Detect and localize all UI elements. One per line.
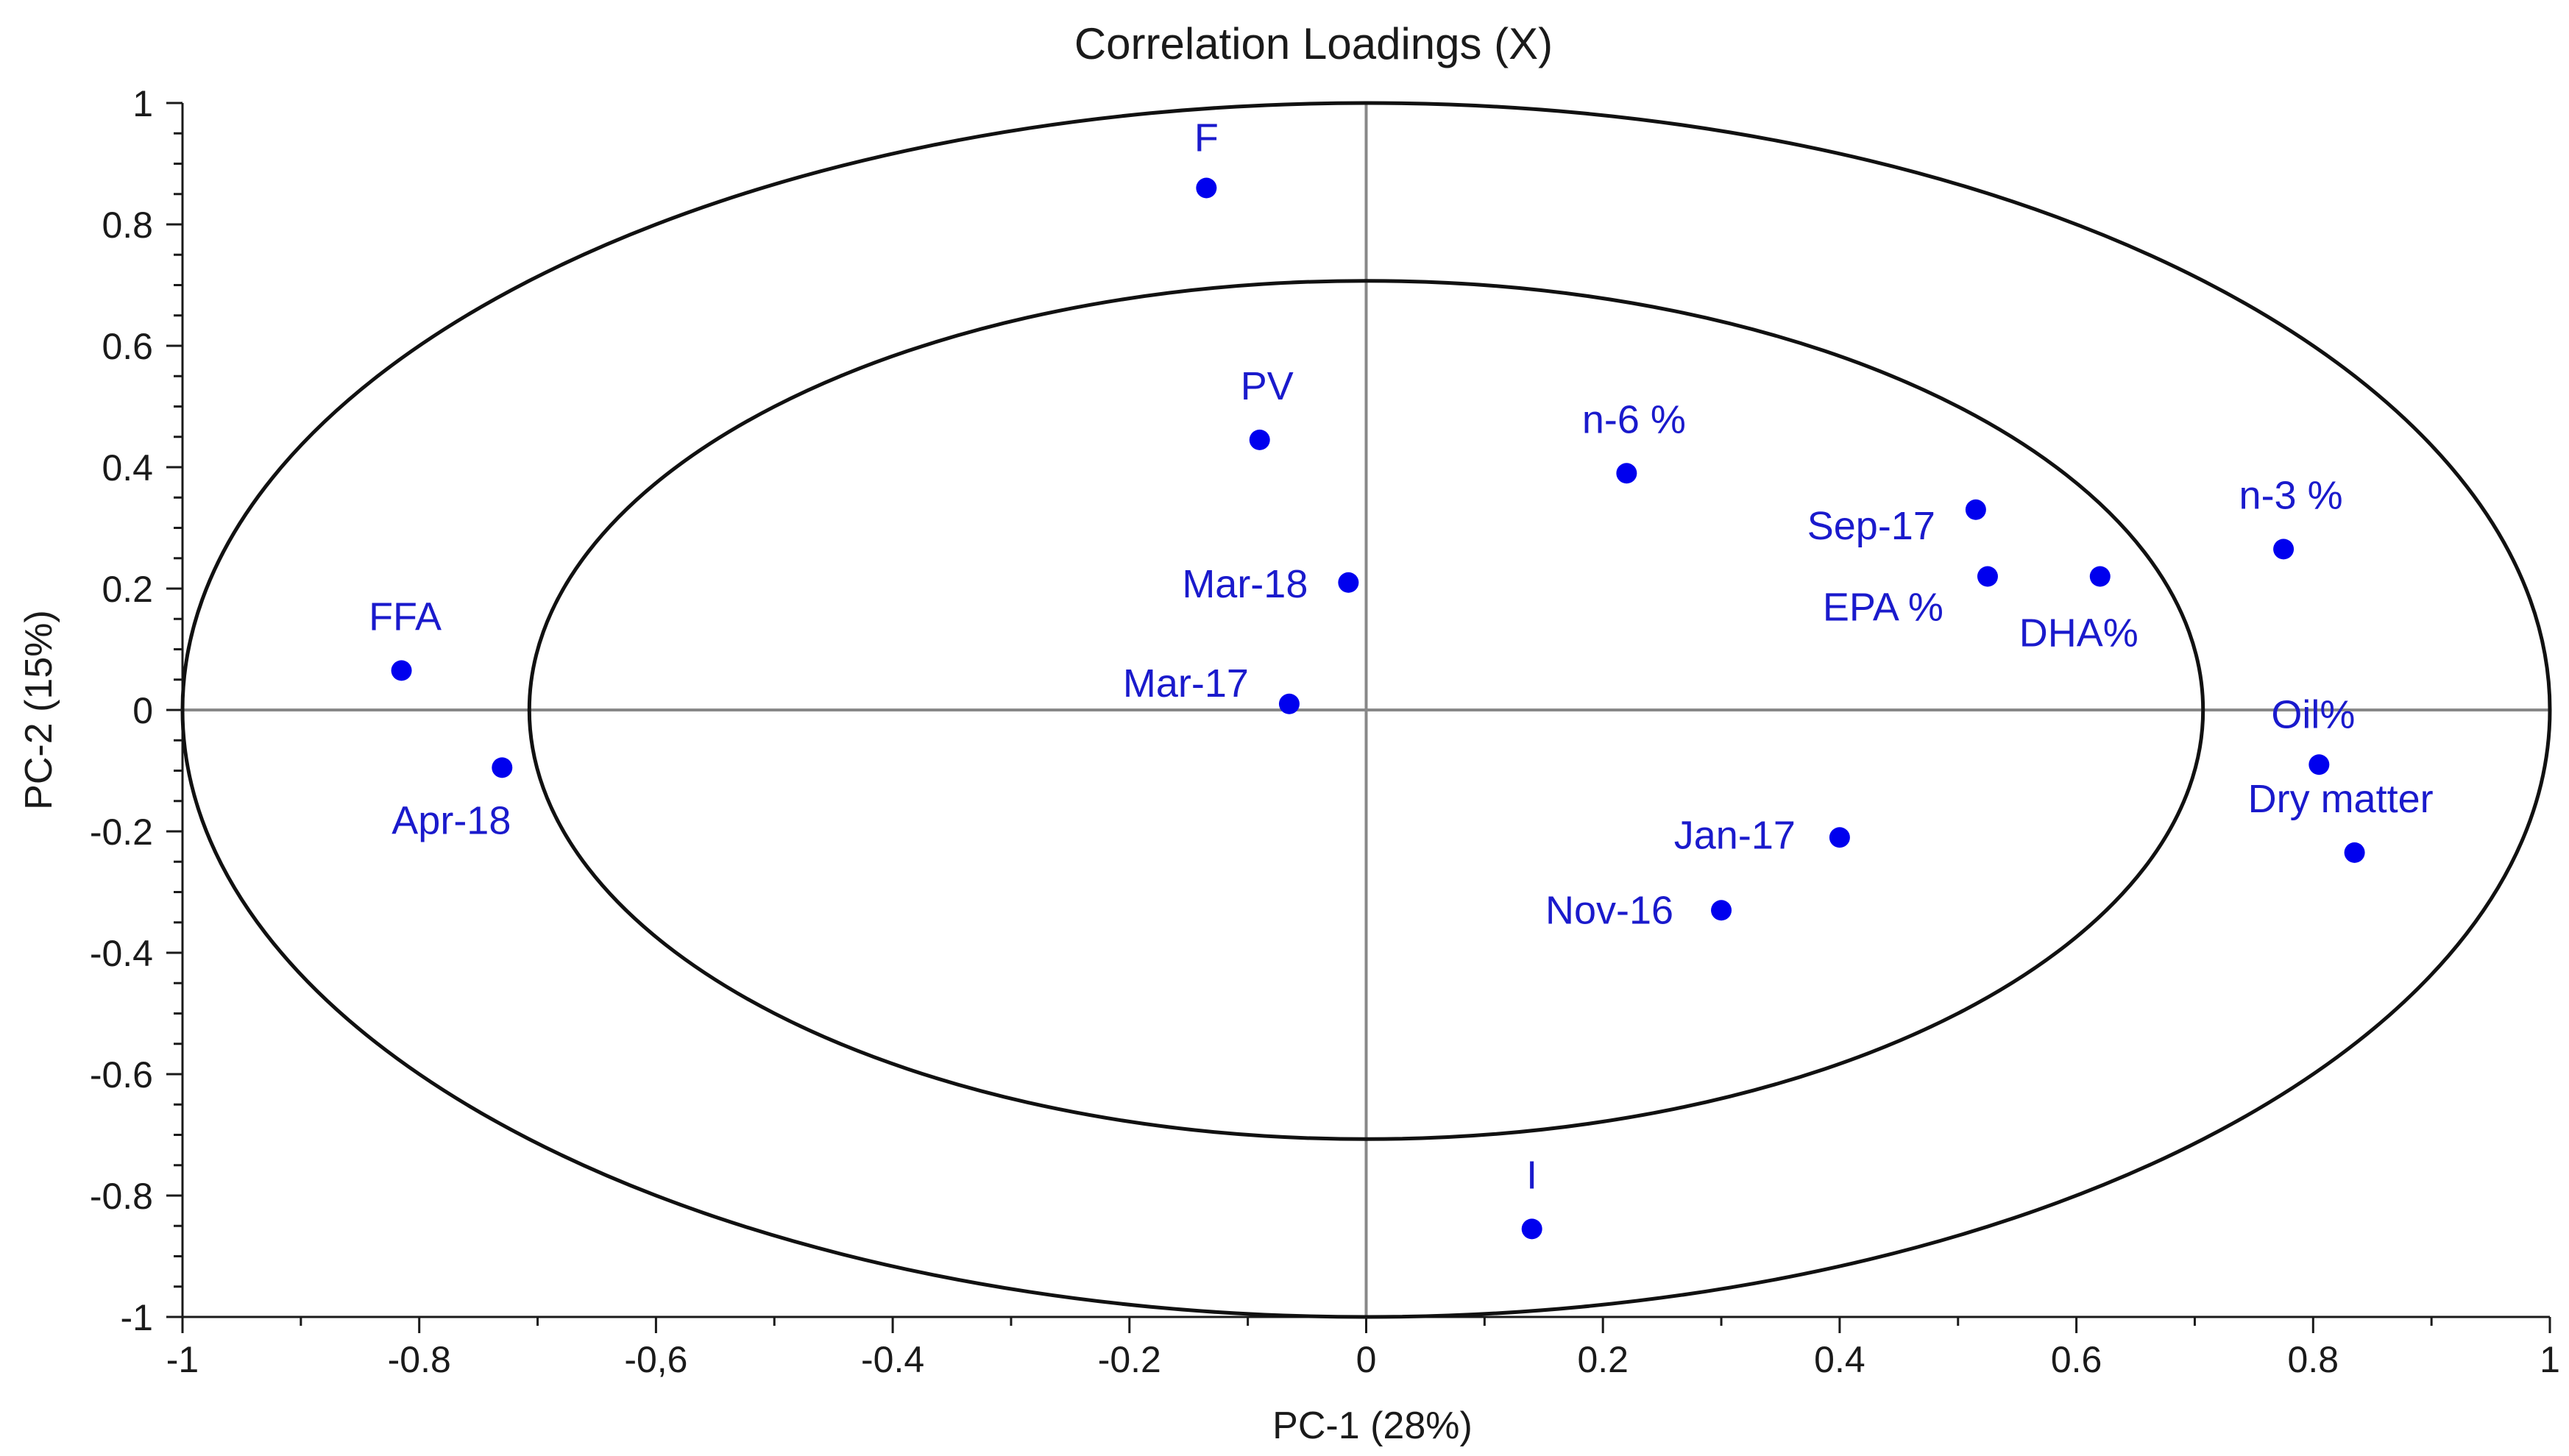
data-point [492, 757, 513, 778]
data-points [391, 177, 2365, 1240]
data-point [1965, 499, 1986, 520]
point-label: Nov-16 [1545, 888, 1673, 932]
chart-title: Correlation Loadings (X) [1074, 19, 1553, 68]
data-point [1829, 827, 1850, 848]
x-tick-label: 1 [2540, 1339, 2560, 1380]
y-tick-label: 0.4 [102, 447, 153, 489]
data-point [2089, 566, 2111, 587]
x-tick-label: -0.4 [861, 1339, 924, 1380]
inner-correlation-circle [527, 279, 2205, 1141]
y-tick-label: 0.8 [102, 205, 153, 246]
data-point [1338, 572, 1359, 593]
x-tick-label: -0.2 [1098, 1339, 1161, 1380]
point-label: n-6 % [1582, 397, 1686, 441]
point-label: I [1526, 1153, 1537, 1197]
data-point [2344, 842, 2365, 863]
data-point [1521, 1218, 1542, 1240]
point-label: PV [1241, 364, 1294, 408]
point-label: EPA % [1823, 586, 1943, 630]
x-tick-label: -1 [166, 1339, 199, 1380]
point-label: n-3 % [2239, 473, 2343, 517]
x-tick-label: 0.4 [1814, 1339, 1865, 1380]
point-label: Dry matter [2248, 777, 2434, 821]
x-tick-label: 0.6 [2051, 1339, 2102, 1380]
point-label: Apr-18 [391, 798, 511, 842]
point-label: Mar-18 [1182, 562, 1308, 606]
y-tick-label: 1 [132, 83, 153, 124]
point-labels: F PV n-6 % Sep-17 n-3 % EPA % DHA% Mar-18 FFA Mar… [369, 116, 2434, 1198]
axis-ticks: -1 -0.8 -0,6 -0.4 -0.2 0 0.2 0.4 0.6 0.8 1 1 0.8 0.6 0… [90, 83, 2560, 1380]
x-tick-label: 0.2 [1577, 1339, 1629, 1380]
x-tick-label: 0.8 [2288, 1339, 2339, 1380]
data-point [391, 660, 412, 681]
y-tick-label: -0.6 [90, 1054, 153, 1095]
data-point [2308, 754, 2330, 775]
point-label: Oil% [2271, 692, 2355, 736]
point-label: Jan-17 [1674, 813, 1796, 857]
y-tick-label: -0.8 [90, 1176, 153, 1217]
point-label: DHA% [2019, 611, 2139, 656]
point-label: Mar-17 [1123, 661, 1249, 706]
y-axis-label: PC-2 (15%) [18, 610, 60, 810]
data-point [1616, 463, 1637, 484]
y-tick-label: 0.2 [102, 569, 153, 610]
data-point [1977, 566, 1998, 587]
x-tick-label: -0,6 [624, 1339, 687, 1380]
y-tick-label: 0 [132, 690, 153, 731]
point-label: Sep-17 [1807, 504, 1935, 548]
x-tick-label: -0.8 [388, 1339, 451, 1380]
data-point [2273, 539, 2295, 560]
y-tick-label: 0.6 [102, 326, 153, 367]
data-point [1278, 693, 1300, 714]
x-axis-label: PC-1 (28%) [1272, 1404, 1473, 1447]
y-tick-label: -0.4 [90, 933, 153, 974]
data-point [1196, 177, 1217, 199]
x-tick-label: 0 [1356, 1339, 1377, 1380]
point-label: F [1194, 116, 1219, 160]
y-tick-label: -1 [121, 1297, 153, 1338]
axes-layer [181, 103, 2550, 1318]
data-point [1249, 429, 1270, 450]
y-tick-label: -0.2 [90, 812, 153, 853]
point-label: FFA [369, 594, 442, 639]
data-point [1711, 900, 1732, 921]
